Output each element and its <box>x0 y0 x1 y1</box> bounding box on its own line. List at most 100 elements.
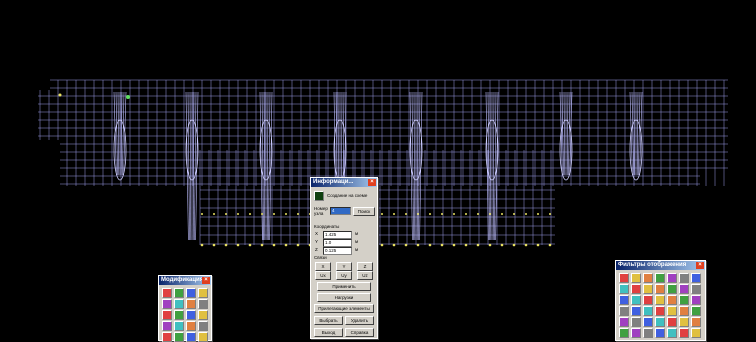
filter-icon[interactable] <box>655 306 665 316</box>
filter-icon[interactable] <box>679 273 689 283</box>
tool-icon[interactable] <box>174 321 184 331</box>
search-button[interactable]: Поиск <box>353 207 375 216</box>
filter-icon[interactable] <box>679 284 689 294</box>
tool-icon[interactable] <box>198 310 208 320</box>
filter-icon[interactable] <box>643 306 653 316</box>
node <box>381 213 383 215</box>
filter-icon[interactable] <box>619 306 629 316</box>
apply-button[interactable]: Применить <box>317 282 371 291</box>
filter-icon[interactable] <box>667 317 677 327</box>
constraint-button[interactable]: Z <box>357 262 373 271</box>
filter-icon[interactable] <box>667 295 677 305</box>
constraint-button[interactable]: Uy <box>336 271 352 280</box>
coord-input[interactable]: 1.425 <box>323 231 352 239</box>
filter-icon[interactable] <box>643 317 653 327</box>
filter-icon[interactable] <box>691 273 701 283</box>
tool-icon[interactable] <box>162 310 172 320</box>
filter-icon[interactable] <box>631 328 641 338</box>
tool-icon[interactable] <box>186 288 196 298</box>
filter-icon[interactable] <box>691 284 701 294</box>
filter-icon[interactable] <box>679 306 689 316</box>
tool-icon[interactable] <box>162 299 172 309</box>
filter-icon[interactable] <box>655 284 665 294</box>
coord-input[interactable]: 0.125 <box>323 247 352 255</box>
node <box>465 244 468 247</box>
filter-icon[interactable] <box>667 284 677 294</box>
filter-icon[interactable] <box>643 273 653 283</box>
tool-icon[interactable] <box>198 299 208 309</box>
adjacent-button[interactable]: Прилегающие элементы <box>314 304 374 313</box>
tool-icon[interactable] <box>174 332 184 342</box>
filter-icon[interactable] <box>631 317 641 327</box>
filter-icon[interactable] <box>631 284 641 294</box>
node <box>285 213 287 215</box>
close-button[interactable]: × <box>202 277 210 284</box>
coords-label: Координаты <box>314 224 339 229</box>
node <box>201 213 203 215</box>
wall-line <box>564 92 565 175</box>
coord-axis: X <box>315 231 318 236</box>
tool-icon[interactable] <box>174 310 184 320</box>
constraint-button[interactable]: X <box>315 262 331 271</box>
close-button[interactable]: × <box>696 262 704 269</box>
exit-button[interactable]: Выход <box>314 328 343 337</box>
constraint-button[interactable]: Y <box>336 262 352 271</box>
node <box>285 244 288 247</box>
wall-line <box>567 92 568 175</box>
filter-icon[interactable] <box>655 295 665 305</box>
constraint-button[interactable]: Uz <box>357 271 373 280</box>
tool-icon[interactable] <box>198 288 208 298</box>
filter-icon[interactable] <box>667 273 677 283</box>
tool-icon[interactable] <box>174 288 184 298</box>
filter-icon[interactable] <box>655 317 665 327</box>
help-button[interactable]: Справка <box>345 328 374 337</box>
tool-icon[interactable] <box>174 299 184 309</box>
loads-button[interactable]: Нагрузки <box>317 293 371 302</box>
tool-icon[interactable] <box>186 332 196 342</box>
create-icon[interactable] <box>314 191 324 201</box>
tool-icon[interactable] <box>186 310 196 320</box>
filter-icon[interactable] <box>679 317 689 327</box>
tool-icon[interactable] <box>198 321 208 331</box>
filter-icon[interactable] <box>679 328 689 338</box>
node <box>513 213 515 215</box>
filter-icon[interactable] <box>643 284 653 294</box>
filter-icon[interactable] <box>619 328 629 338</box>
tool-icon[interactable] <box>186 299 196 309</box>
filter-icon[interactable] <box>631 273 641 283</box>
close-button[interactable]: × <box>368 179 376 186</box>
filter-icon[interactable] <box>691 306 701 316</box>
filter-icon[interactable] <box>691 295 701 305</box>
tool-icon[interactable] <box>198 332 208 342</box>
filter-icon[interactable] <box>691 317 701 327</box>
tool-icon[interactable] <box>162 332 172 342</box>
filter-icon[interactable] <box>631 306 641 316</box>
filter-icon[interactable] <box>619 317 629 327</box>
tool-icon[interactable] <box>186 321 196 331</box>
tool-icon[interactable] <box>162 321 172 331</box>
node <box>393 244 396 247</box>
node <box>59 94 62 97</box>
tool-icon[interactable] <box>162 288 172 298</box>
filter-icon[interactable] <box>643 295 653 305</box>
node-input[interactable]: 4 <box>330 207 351 215</box>
filter-icon[interactable] <box>619 295 629 305</box>
filter-icon[interactable] <box>643 328 653 338</box>
filter-icon[interactable] <box>631 295 641 305</box>
delete-button[interactable]: Удалить <box>345 316 374 325</box>
filter-icon[interactable] <box>619 273 629 283</box>
filter-icon[interactable] <box>667 306 677 316</box>
node <box>549 244 552 247</box>
filter-icon[interactable] <box>655 328 665 338</box>
filter-icon[interactable] <box>619 284 629 294</box>
wall-line <box>417 92 418 240</box>
constraint-button[interactable]: Ux <box>315 271 331 280</box>
node <box>477 244 480 247</box>
filter-icon[interactable] <box>679 295 689 305</box>
filter-icon[interactable] <box>667 328 677 338</box>
node <box>513 244 516 247</box>
filter-icon[interactable] <box>655 273 665 283</box>
coord-input[interactable]: 1.0 <box>323 239 352 247</box>
filter-icon[interactable] <box>691 328 701 338</box>
select-button[interactable]: Выбрать <box>314 316 343 325</box>
